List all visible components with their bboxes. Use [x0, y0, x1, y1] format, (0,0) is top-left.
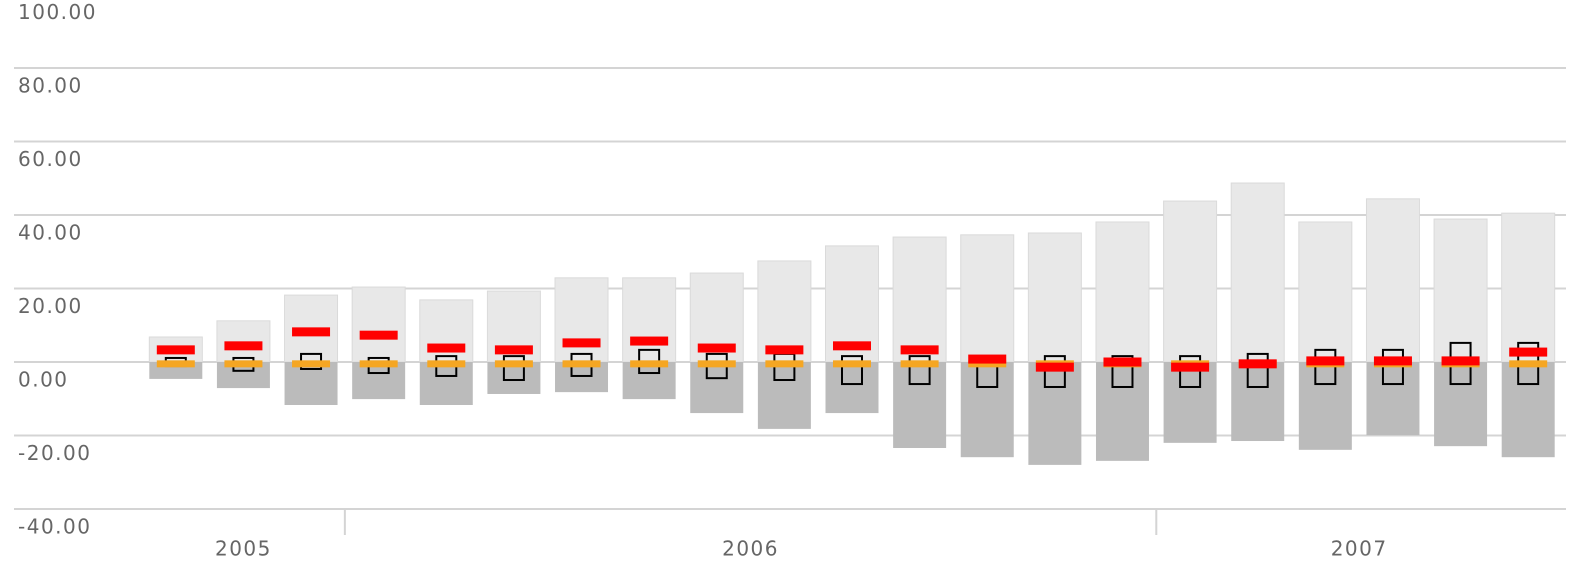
y-tick-label: 0.00 — [18, 368, 69, 392]
marker-a — [292, 360, 331, 368]
upper-range — [757, 260, 812, 363]
lower-range — [960, 362, 1014, 458]
marker-b — [697, 343, 736, 353]
lower-range — [1028, 362, 1082, 465]
upper-range — [351, 286, 406, 363]
marker-a — [765, 360, 804, 368]
marker-a — [427, 360, 466, 368]
x-group-label: 2005 — [215, 537, 272, 561]
marker-a — [968, 360, 1007, 368]
marker-a — [156, 360, 195, 368]
upper-range — [1095, 221, 1150, 363]
marker-b — [900, 345, 939, 355]
marker-b — [224, 341, 263, 351]
marker-b — [292, 327, 331, 337]
marker-a — [697, 360, 736, 368]
upper-range — [1501, 212, 1556, 363]
marker-b — [427, 343, 466, 353]
y-tick-label: -40.00 — [18, 515, 91, 539]
marker-b — [1171, 362, 1210, 372]
upper-range — [1230, 182, 1285, 363]
marker-a — [359, 360, 398, 368]
upper-range — [1163, 200, 1218, 363]
y-tick-label: 80.00 — [18, 74, 83, 98]
marker-b — [968, 354, 1007, 364]
lower-range — [825, 362, 879, 414]
x-group-label: 2007 — [1331, 537, 1388, 561]
upper-range — [419, 299, 474, 363]
x-group-label: 2006 — [722, 537, 779, 561]
lower-range — [1298, 362, 1352, 450]
y-tick-label: 20.00 — [18, 294, 83, 318]
marker-b — [765, 345, 804, 355]
marker-a — [494, 360, 533, 368]
marker-a — [224, 360, 263, 368]
marker-b — [1441, 356, 1480, 366]
box — [1111, 355, 1134, 388]
lower-range — [1434, 362, 1488, 447]
y-tick-label: 40.00 — [18, 221, 83, 245]
box — [1246, 352, 1269, 388]
box — [908, 355, 931, 386]
lower-range — [1163, 362, 1217, 443]
upper-range — [960, 234, 1015, 363]
upper-range — [1298, 221, 1353, 363]
upper-range — [1433, 218, 1488, 363]
marker-b — [1373, 356, 1412, 366]
marker-b — [1103, 357, 1142, 367]
marker-a — [833, 360, 871, 368]
lower-range — [1501, 362, 1555, 458]
lower-range — [1095, 362, 1149, 461]
upper-range — [892, 236, 947, 363]
lower-range — [690, 362, 744, 414]
marker-b — [630, 336, 669, 346]
box — [502, 355, 525, 382]
marker-a — [1509, 360, 1548, 368]
marker-b — [156, 345, 195, 355]
lower-range — [1366, 362, 1420, 436]
marker-b — [359, 330, 398, 340]
marker-b — [1035, 362, 1074, 372]
box — [841, 355, 863, 386]
marker-b — [562, 338, 601, 348]
y-tick-label: -20.00 — [18, 441, 91, 465]
marker-b — [1509, 347, 1548, 357]
marker-b — [1238, 359, 1277, 369]
lower-range — [757, 362, 811, 429]
upper-range — [554, 277, 609, 363]
marker-a — [900, 360, 939, 368]
upper-range — [1027, 232, 1082, 363]
lower-range — [352, 362, 406, 400]
y-tick-label: 100.00 — [18, 0, 97, 24]
lower-range — [622, 362, 676, 400]
marker-b — [1306, 356, 1345, 366]
upper-range — [622, 277, 677, 363]
lower-range — [893, 362, 947, 448]
lower-range — [419, 362, 473, 405]
marker-b — [494, 345, 533, 355]
upper-range — [1365, 198, 1420, 363]
lower-range — [1231, 362, 1285, 442]
y-tick-label: 60.00 — [18, 147, 83, 171]
marker-a — [562, 360, 601, 368]
marker-b — [833, 341, 871, 351]
marker-a — [630, 360, 669, 368]
